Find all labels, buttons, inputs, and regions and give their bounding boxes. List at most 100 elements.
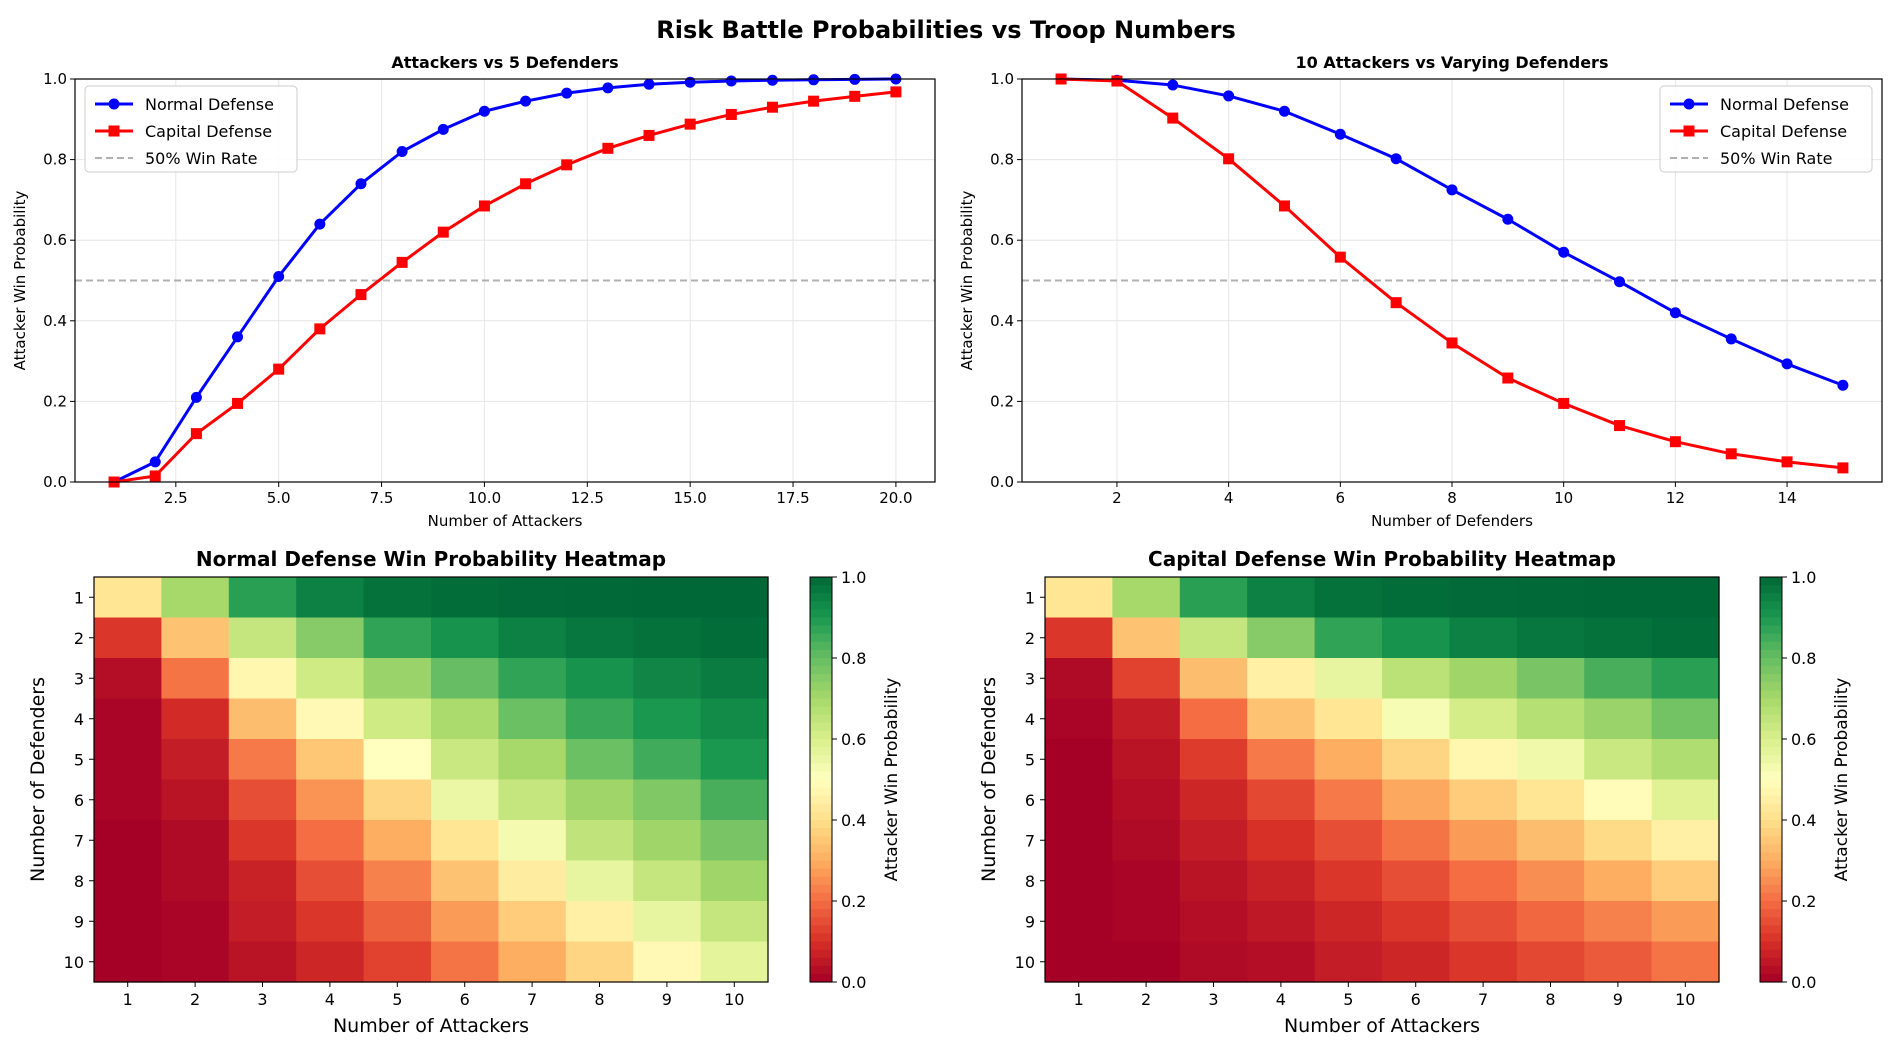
x-tick-label: 8 — [1545, 990, 1555, 1009]
x-tick-label: 8 — [594, 990, 604, 1009]
colorbar-segment — [810, 828, 832, 837]
heatmap-cell — [431, 901, 499, 943]
heatmap-cell — [1382, 658, 1450, 700]
heatmap-cell — [1584, 901, 1653, 943]
heatmap-cell — [1179, 739, 1248, 781]
y-tick-label: 7 — [1025, 831, 1035, 850]
colorbar-segment — [1760, 973, 1782, 983]
y-tick-label: 3 — [1025, 669, 1035, 688]
heatmap-cell — [1449, 617, 1518, 659]
x-tick-label: 10 — [1675, 990, 1695, 1009]
x-tick-label: 6 — [1411, 990, 1421, 1009]
colorbar-frame — [1759, 576, 1783, 983]
heatmap-cell — [565, 577, 634, 619]
legend-label: Normal Defense — [145, 95, 274, 114]
colorbar-segment — [1760, 965, 1782, 975]
data-point-normal — [396, 146, 408, 158]
colorbar-segment — [810, 787, 832, 797]
x-tick-label: 10 — [724, 990, 744, 1009]
heatmap-cell — [363, 779, 432, 821]
colorbar-segment — [1760, 633, 1782, 643]
heatmap-cell — [1179, 901, 1248, 943]
heatmap-cell — [498, 658, 567, 700]
data-point-normal — [232, 331, 244, 343]
colorbar-segment — [810, 957, 832, 967]
colorbar-segment — [1760, 706, 1782, 716]
heatmap-cell — [1584, 820, 1653, 862]
heatmap-frame — [93, 576, 769, 983]
x-axis-label: Number of Attackers — [1284, 1015, 1480, 1037]
data-point-normal — [1334, 128, 1346, 140]
colorbar-segment — [810, 617, 832, 627]
colorbar-segment — [1760, 674, 1782, 683]
heatmap-cell — [296, 941, 365, 983]
heatmap-cell — [1045, 739, 1113, 781]
colorbar-segment — [810, 722, 832, 732]
y-tick-label: 0.8 — [43, 151, 67, 169]
heatmap-cell — [161, 617, 230, 659]
heatmap-cell — [633, 658, 702, 700]
heatmap-cell — [1112, 577, 1181, 619]
y-tick-label: 2 — [74, 629, 84, 648]
data-point-capital — [725, 108, 737, 120]
heatmap-cell — [1045, 779, 1113, 821]
heatmap-cell — [1314, 658, 1383, 700]
heatmap-cell — [94, 658, 162, 700]
heatmap-cell — [498, 820, 567, 862]
colorbar-segment — [1760, 933, 1782, 943]
series-line-capital-defense — [113, 90, 897, 484]
heatmap-cell — [1179, 860, 1248, 902]
heatmap-cell — [1651, 577, 1720, 619]
data-point-normal — [190, 391, 202, 403]
colorbar-segment — [810, 706, 832, 716]
colorbar-tick-label: 0.0 — [841, 973, 866, 992]
colorbar-segment — [810, 803, 832, 813]
x-tick-label: 2 — [190, 990, 200, 1009]
heatmap-cell — [1314, 820, 1383, 862]
x-tick-label: 20.0 — [879, 489, 912, 507]
colorbar-segment — [810, 901, 832, 910]
heatmap-cell — [228, 698, 297, 740]
colorbar-segment — [1760, 820, 1782, 829]
heatmap-cell — [296, 779, 365, 821]
colorbar-segment — [810, 625, 832, 635]
heatmap-cell — [1516, 820, 1585, 862]
heatmap-cell — [1516, 698, 1585, 740]
heatmap-cell — [1382, 779, 1450, 821]
heatmap-cell — [1584, 577, 1653, 619]
heatmap-cell — [633, 739, 702, 781]
heatmap-cell — [633, 860, 702, 902]
chart-attackers-vs-5-defenders: 2.5 5.0 7.5 10.0 12.5 15.0 17.5 20.0 0.0 0.2 0.4 0.… — [11, 53, 936, 530]
data-point-capital — [1167, 112, 1179, 124]
heatmap-cell — [1651, 941, 1720, 983]
heatmap-cell — [363, 820, 432, 862]
data-point-normal — [1837, 379, 1849, 391]
heatmap-cell — [1516, 779, 1585, 821]
data-point-normal — [149, 456, 161, 468]
colorbar-segment — [1760, 884, 1782, 894]
heatmap-cell — [1584, 698, 1653, 740]
data-point-capital — [1223, 153, 1235, 165]
y-tick-label: 8 — [74, 872, 84, 891]
data-point-capital — [602, 142, 614, 154]
heatmap-cell — [1314, 779, 1383, 821]
data-point-normal — [520, 95, 532, 107]
x-tick-label: 17.5 — [776, 489, 809, 507]
colorbar-segment — [1760, 609, 1782, 619]
heatmap-cell — [1382, 617, 1450, 659]
heatmap-cell — [296, 658, 365, 700]
colorbar-segment — [1760, 714, 1782, 724]
data-point-normal — [273, 270, 285, 282]
colorbar-segment — [1760, 909, 1782, 918]
heatmap-cell — [1382, 739, 1450, 781]
x-tick-label: 5 — [1343, 990, 1353, 1009]
data-point-normal — [1223, 90, 1235, 102]
heatmap-cell — [228, 860, 297, 902]
heatmap-cell — [1247, 739, 1316, 781]
heatmap-cell — [1516, 901, 1585, 943]
heatmap-cell — [94, 941, 162, 983]
heatmap-cell — [1112, 860, 1181, 902]
heatmap-cell — [1516, 617, 1585, 659]
heatmap-cell — [1449, 739, 1518, 781]
colorbar-segment — [810, 965, 832, 975]
